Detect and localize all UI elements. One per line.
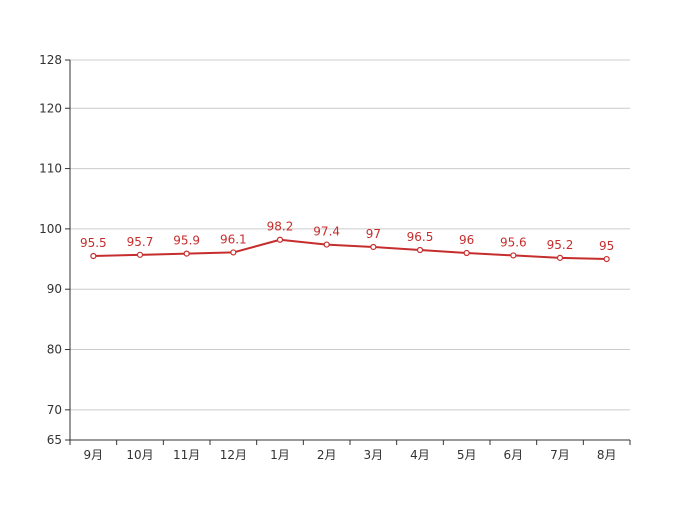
data-label: 95.2	[547, 238, 574, 252]
data-point	[510, 252, 517, 259]
grid-lines	[70, 59, 630, 411]
data-point	[230, 249, 237, 256]
data-label: 95.5	[80, 236, 107, 250]
data-point	[463, 249, 470, 257]
data-label: 98.2	[267, 220, 294, 234]
data-point	[370, 243, 377, 251]
y-tick-label: 128	[39, 53, 62, 67]
data-point	[556, 254, 564, 261]
data-point	[136, 251, 144, 258]
x-tick-label: 5月	[457, 448, 477, 462]
x-tick-label: 12月	[220, 448, 247, 462]
x-tick-label: 6月	[504, 448, 524, 462]
data-point	[603, 255, 610, 263]
y-tick-label: 70	[47, 403, 62, 417]
axes: 65 70 80 90 100 110 120 128 9月 10月 11月 12月 1月 2月 3月 4月 5…	[39, 53, 631, 462]
x-tick-label: 7月	[550, 448, 570, 462]
data-point	[90, 252, 97, 260]
x-tick-label: 4月	[410, 448, 430, 462]
data-label: 95.9	[173, 234, 200, 248]
data-point	[183, 250, 190, 257]
y-tick-label: 90	[47, 282, 62, 296]
x-tick-label: 2月	[317, 448, 337, 462]
y-tick-label: 100	[39, 222, 62, 236]
y-tick-label: 65	[47, 433, 62, 447]
data-label: 95.7	[127, 235, 154, 249]
data-label: 96.1	[220, 232, 247, 246]
data-label: 95	[599, 239, 614, 253]
x-tick-label: 10月	[126, 448, 153, 462]
data-point	[416, 246, 424, 254]
series-line	[93, 238, 607, 261]
series-group	[90, 236, 610, 263]
y-tick-label: 80	[47, 343, 62, 357]
data-point	[276, 236, 284, 243]
y-tick-label: 110	[39, 162, 62, 176]
data-label: 96.5	[407, 230, 434, 244]
data-labels: 95.5 95.7 95.9 96.1 98.2 97.4 97 96.5 96 95.6 95.2…	[80, 220, 614, 253]
x-tick-label: 3月	[364, 448, 384, 462]
y-tick-label: 120	[39, 101, 62, 115]
x-tick-label: 11月	[173, 448, 200, 462]
x-tick-label: 1月	[270, 448, 290, 462]
data-point	[323, 241, 330, 248]
data-label: 96	[459, 233, 474, 247]
data-label: 97	[366, 227, 381, 241]
data-label: 95.6	[500, 235, 527, 249]
data-label: 97.4	[313, 225, 340, 239]
x-tick-label: 8月	[597, 448, 617, 462]
x-tick-label: 9月	[84, 448, 104, 462]
